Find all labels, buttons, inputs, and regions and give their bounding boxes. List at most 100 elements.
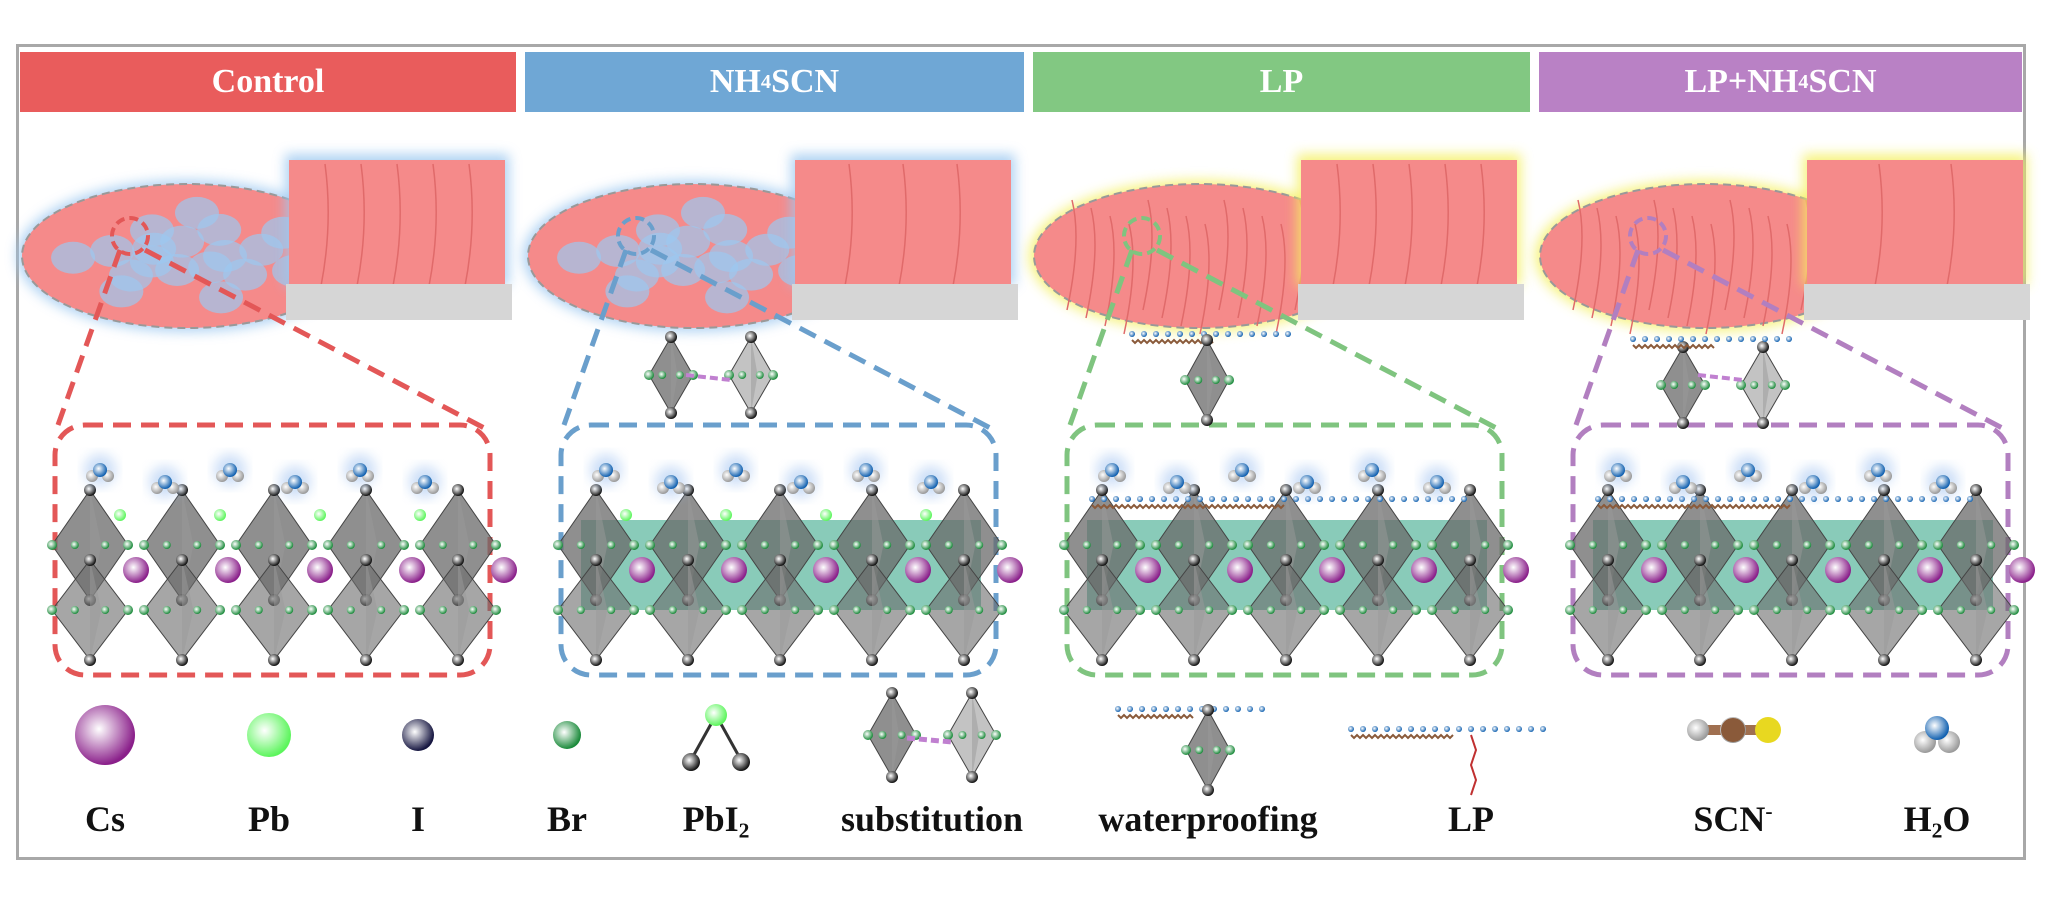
br-atom: [658, 371, 667, 379]
grain-boundary: [745, 233, 790, 266]
cs-atom: [997, 557, 1023, 583]
n-atom: [1153, 331, 1159, 337]
n-atom: [1667, 496, 1673, 502]
cs-atom: [1227, 557, 1253, 583]
br-atom: [1700, 380, 1710, 390]
br-atom: [415, 540, 425, 550]
label-text: I: [410, 799, 426, 839]
br-atom: [70, 541, 79, 549]
br-atom: [813, 605, 823, 615]
br-atom: [921, 605, 931, 615]
n-atom: [1835, 496, 1841, 502]
br-atom: [1588, 541, 1597, 549]
n-atom: [1787, 496, 1793, 502]
br-atom: [1772, 606, 1781, 614]
octahedron-face: [892, 693, 900, 777]
n-atom: [1714, 336, 1720, 342]
i-atom-icon: [402, 719, 434, 751]
br-atom: [491, 540, 501, 550]
i-atom: [682, 654, 694, 666]
n-atom: [1607, 496, 1613, 502]
n-atom: [1209, 496, 1215, 502]
grain-boundary: [1066, 199, 1077, 311]
br-atom: [1194, 376, 1203, 384]
n-atom: [1408, 726, 1414, 732]
n-atom: [1654, 336, 1660, 342]
n-atom: [1655, 496, 1661, 502]
i-atom: [958, 654, 970, 666]
n-atom: [1715, 496, 1721, 502]
i-atom: [966, 687, 978, 699]
legend-label: SCN-: [1693, 798, 1772, 843]
br-atom: [1711, 541, 1720, 549]
br-atom: [346, 541, 355, 549]
octahedron-face: [1792, 560, 1804, 660]
n-atom: [1317, 496, 1323, 502]
grain-boundary: [1256, 215, 1267, 327]
br-atom: [629, 540, 639, 550]
legend-label: Cs: [85, 798, 125, 843]
zoom-line: [1573, 249, 1641, 426]
o-atom: [1806, 475, 1820, 489]
o-atom: [418, 475, 432, 489]
grain-boundary: [199, 281, 244, 314]
n-atom: [1237, 331, 1243, 337]
i-atom: [1677, 417, 1689, 429]
octahedron-face: [780, 560, 792, 660]
br-atom: [668, 541, 677, 549]
i-atom: [452, 554, 464, 566]
water-molecule-icon: [1925, 716, 1949, 740]
n-atom: [1185, 496, 1191, 502]
grain-boundary: [1591, 207, 1602, 319]
panel-3: [1535, 154, 2035, 678]
br-atom: [905, 540, 915, 550]
br-atom: [878, 731, 887, 739]
br-atom: [991, 730, 1001, 740]
o-atom: [729, 463, 743, 477]
i-atom: [1602, 554, 1614, 566]
i-atom: [774, 554, 786, 566]
n-atom: [1137, 496, 1143, 502]
br-atom: [1803, 606, 1812, 614]
br-atom: [123, 605, 133, 615]
grain-boundary: [952, 163, 961, 287]
substrate: [1298, 284, 1524, 320]
grain-boundary: [1874, 163, 1883, 287]
octahedron-face: [596, 560, 608, 660]
br-atom: [791, 606, 800, 614]
br-atom: [1956, 541, 1965, 549]
br-atom: [738, 371, 747, 379]
br-atom: [1733, 540, 1743, 550]
label-text: Pb: [247, 799, 291, 839]
br-atom: [1227, 540, 1237, 550]
grain-boundary: [320, 163, 329, 287]
i-atom: [1201, 334, 1213, 346]
n-atom: [1775, 496, 1781, 502]
i-atom: [866, 654, 878, 666]
br-atom: [1082, 541, 1091, 549]
br-atom: [377, 541, 386, 549]
n-atom: [1089, 496, 1095, 502]
n-atom: [1762, 336, 1768, 342]
br-atom: [1389, 541, 1398, 549]
pb-atom: [620, 509, 632, 521]
br-atom: [737, 540, 747, 550]
n-atom: [1257, 496, 1263, 502]
panel-2: [1029, 154, 1529, 678]
br-atom: [852, 606, 861, 614]
cs-atom: [123, 557, 149, 583]
i-atom: [1970, 654, 1982, 666]
label-text: O: [1942, 799, 1971, 839]
br-atom: [1266, 541, 1275, 549]
br-atom: [1059, 605, 1069, 615]
cs-atom: [629, 557, 655, 583]
n-atom: [1847, 496, 1853, 502]
i-atom: [1188, 654, 1200, 666]
i-atom: [1280, 554, 1292, 566]
grain-boundary: [1743, 207, 1754, 319]
figure-frame: [16, 44, 2026, 860]
n-atom: [1666, 336, 1672, 342]
o-atom: [1676, 475, 1690, 489]
br-atom: [897, 731, 906, 739]
i-atom: [1096, 554, 1108, 566]
